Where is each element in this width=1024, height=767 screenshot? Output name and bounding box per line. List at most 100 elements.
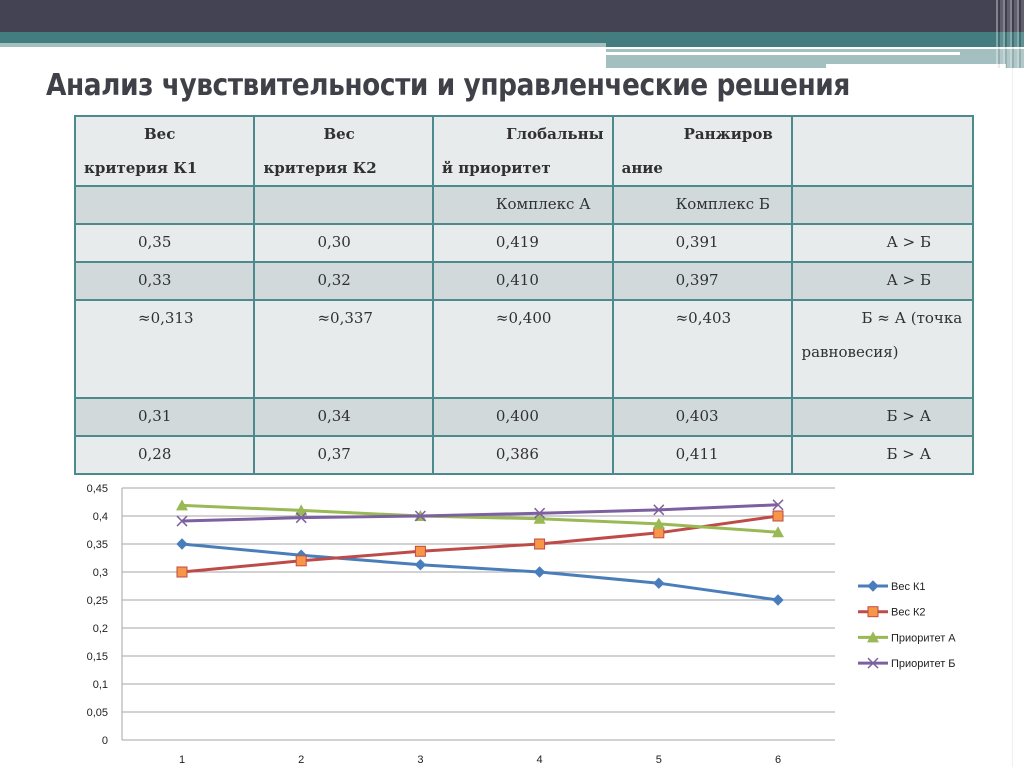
subheader-complex-b: Комплекс Б — [611, 185, 794, 225]
cell-k1: 0,28 — [73, 435, 256, 475]
slide-title: Анализ чувствительности и управленческие… — [46, 68, 850, 103]
legend-label: Вес К1 — [891, 581, 926, 593]
x-tick-label: 1 — [179, 754, 185, 766]
x-tick-label: 3 — [417, 754, 423, 766]
chart-canvas: 0 0,05 0,1 0,15 0,2 0,25 0,3 0,35 0,4 0,45 1 2 3 4 5 6 В… — [87, 483, 957, 766]
diamond-marker — [176, 538, 188, 550]
y-tick-label: 0,1 — [93, 679, 108, 691]
equilibrium-line1: Б ≈ А (точка — [861, 309, 963, 327]
table-header-row: Вес критерия К1 Вес критерия К2 Глобальн… — [73, 115, 974, 187]
diamond-marker — [772, 594, 784, 606]
subheader-cell — [253, 185, 434, 225]
legend-item: Вес К2 — [858, 606, 926, 619]
triangle-marker — [867, 631, 879, 643]
legend-item: Приоритет А — [858, 631, 956, 644]
equilibrium-line2: равновесия) — [801, 343, 899, 361]
header-white-strip-2 — [826, 64, 1006, 68]
cell-k1: ≈0,313 — [73, 299, 256, 399]
y-tick-label: 0,45 — [87, 483, 108, 495]
cell-k2: 0,37 — [253, 435, 434, 475]
subheader-cell — [73, 185, 256, 225]
header-edge-stripes — [996, 0, 1024, 68]
header-white-strip — [606, 52, 960, 55]
x-marker — [867, 657, 879, 669]
series-x — [176, 499, 784, 527]
y-tick-label: 0,2 — [93, 623, 108, 635]
diamond-marker — [533, 566, 546, 578]
square-marker — [534, 538, 546, 550]
cell-priority-a: 0,400 — [431, 397, 614, 437]
header-k1-line1: Вес — [144, 125, 176, 143]
triangle-marker — [176, 499, 188, 511]
square-marker — [772, 510, 784, 522]
series-line — [181, 503, 779, 534]
cell-priority-a: ≈0,400 — [431, 299, 614, 399]
header-gp-line1: Глобальны — [506, 125, 604, 143]
series-diamond — [176, 538, 784, 606]
cell-k1: 0,35 — [73, 223, 256, 263]
x-tick-label: 4 — [537, 754, 543, 766]
y-tick-label: 0,4 — [93, 511, 108, 523]
cell-ranking-equilibrium: Б ≈ А (точка равновесия) — [791, 299, 974, 399]
cell-k2: 0,32 — [253, 261, 434, 301]
cell-ranking: А > Б — [791, 261, 974, 301]
cell-ranking: Б > А — [791, 435, 974, 475]
subheader-cell — [791, 185, 974, 225]
cell-k2: 0,30 — [253, 223, 434, 263]
header-k2-line1: Вес — [323, 125, 355, 143]
square-marker — [653, 527, 665, 539]
x-tick-label: 2 — [298, 754, 304, 766]
x-tick-label: 6 — [775, 754, 781, 766]
header-rank-line2: ание — [621, 159, 663, 177]
cell-k1: 0,33 — [73, 261, 256, 301]
cell-priority-b: 0,391 — [611, 223, 794, 263]
diamond-marker — [653, 577, 665, 589]
x-marker — [772, 499, 784, 511]
triangle-marker — [772, 526, 784, 538]
legend-label: Вес К2 — [891, 607, 926, 619]
slide-edge-line — [1012, 68, 1013, 767]
header-band-light-left — [0, 43, 606, 47]
subheader-complex-a: Комплекс А — [431, 185, 614, 225]
triangle-marker — [652, 517, 665, 529]
cell-priority-b: ≈0,403 — [611, 299, 794, 399]
series-line — [181, 542, 779, 602]
cell-priority-b: 0,397 — [611, 261, 794, 301]
cell-priority-b: 0,411 — [611, 435, 794, 475]
table-row-equilibrium: ≈0,313 ≈0,337 ≈0,400 ≈0,403 Б ≈ А (точка… — [73, 299, 974, 399]
x-marker — [176, 515, 188, 527]
legend-item: Приоритет Б — [858, 657, 956, 670]
table-subheader-row: Комплекс А Комплекс Б — [73, 185, 974, 225]
legend-item: Вес К1 — [858, 580, 926, 593]
cell-priority-a: 0,386 — [431, 435, 614, 475]
legend-label: Приоритет Б — [891, 658, 956, 670]
cell-priority-b: 0,403 — [611, 397, 794, 437]
header-band-dark — [0, 0, 1024, 32]
header-k1-line2: критерия К1 — [84, 159, 198, 177]
x-marker — [414, 510, 426, 522]
series-square — [176, 510, 784, 578]
header-cell-k2: Вес критерия К2 — [253, 115, 434, 187]
header-rank-line1: Ранжиров — [683, 125, 773, 143]
header-cell-ranking: Ранжиров ание — [611, 115, 794, 187]
header-cell-empty — [791, 115, 974, 187]
header-gp-line2: й приоритет — [441, 159, 551, 177]
table-row: 0,35 0,30 0,419 0,391 А > Б — [73, 223, 974, 263]
y-tick-label: 0,3 — [93, 567, 108, 579]
cell-k1: 0,31 — [73, 397, 256, 437]
header-cell-k1: Вес критерия К1 — [73, 115, 256, 187]
triangle-marker — [533, 512, 546, 524]
series-line — [181, 514, 779, 574]
x-marker — [534, 507, 546, 519]
cell-k2: 0,34 — [253, 397, 434, 437]
diamond-marker — [867, 580, 879, 592]
table-row: 0,31 0,34 0,400 0,403 Б > А — [73, 397, 974, 437]
sensitivity-table: Вес критерия К1 Вес критерия К2 Глобальн… — [73, 115, 974, 475]
diamond-marker — [414, 559, 427, 571]
x-marker — [653, 504, 665, 516]
x-tick-label: 5 — [656, 754, 662, 766]
x-marker — [295, 512, 307, 524]
y-tick-label: 0,05 — [87, 707, 108, 719]
cell-priority-a: 0,419 — [431, 223, 614, 263]
cell-ranking: Б > А — [791, 397, 974, 437]
